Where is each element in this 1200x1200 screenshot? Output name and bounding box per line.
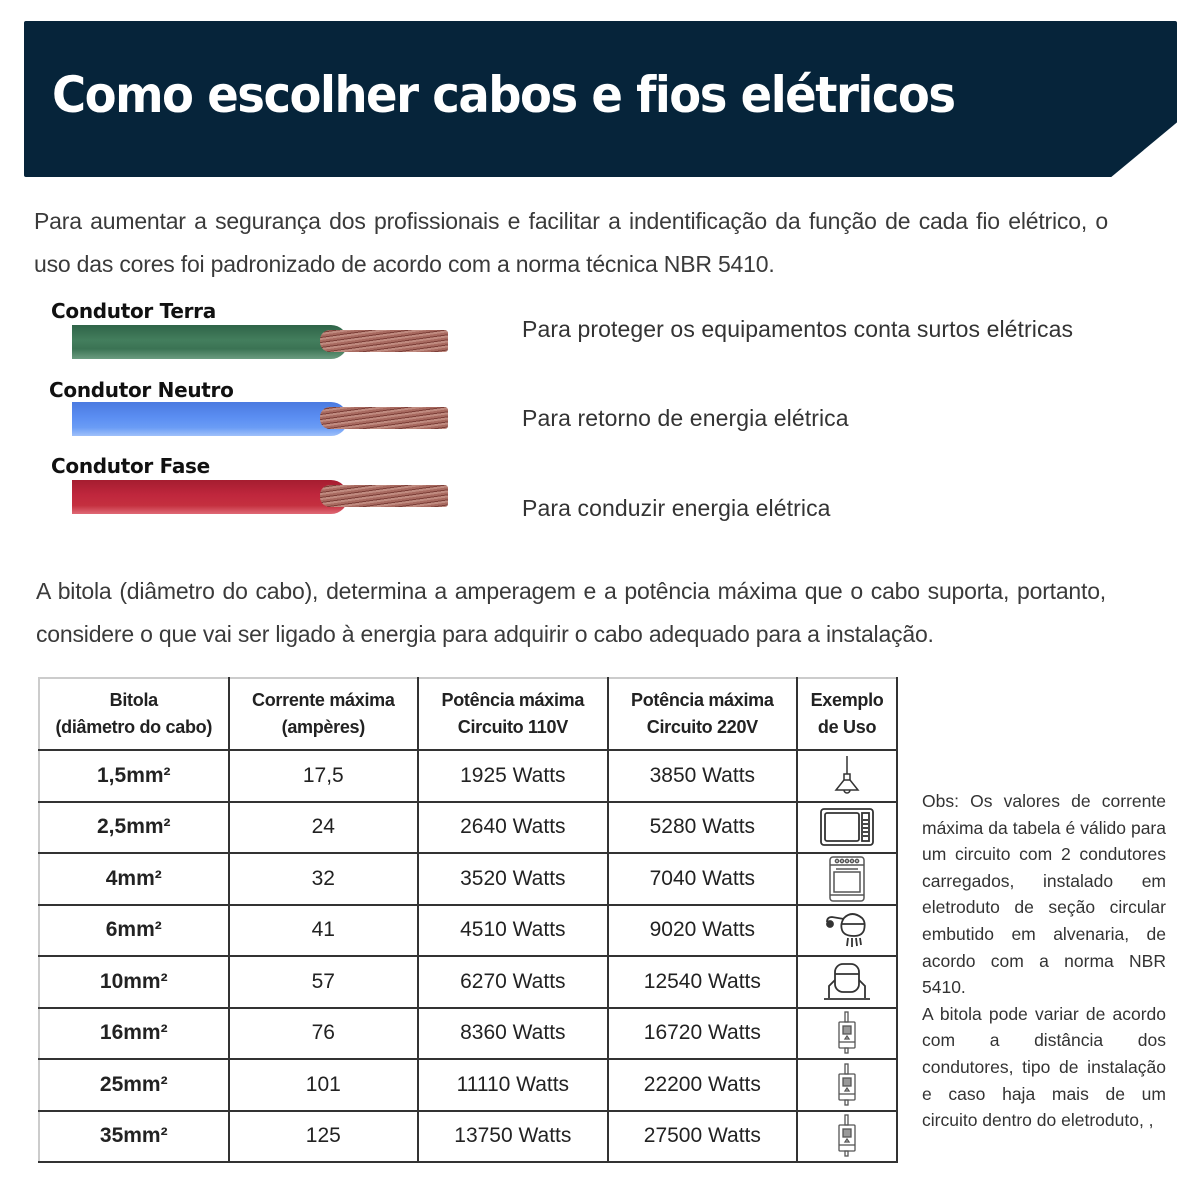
example-cell [796, 749, 898, 803]
table-row: 6mm² 41 4510 Watts 9020 Watts [38, 903, 898, 957]
example-cell [796, 1006, 898, 1060]
current-cell: 41 [227, 903, 420, 957]
header-corrente: Corrente máxima (ampères) [227, 677, 420, 751]
gauge-cell: 4mm² [38, 852, 230, 906]
conductor-fase-description: Para conduzir energia elétrica [522, 495, 831, 521]
stove-icon [829, 856, 865, 902]
power-110-cell: 6270 Watts [417, 955, 609, 1009]
example-cell [796, 1109, 898, 1163]
current-cell: 32 [227, 852, 420, 906]
header-exemplo: Exemplo de Uso [796, 677, 898, 751]
power-110-cell: 4510 Watts [417, 903, 609, 957]
pendant-lamp-icon [834, 755, 860, 794]
bitola-paragraph: A bitola (diâmetro do cabo), determina a… [36, 578, 1106, 647]
table-row: 25mm² 101 11110 Watts 22200 Watts [38, 1058, 898, 1112]
example-cell [796, 852, 898, 906]
current-cell: 76 [227, 1006, 420, 1060]
water-heater-icon [838, 1011, 856, 1054]
header-bitola: Bitola (diâmetro do cabo) [38, 677, 230, 751]
power-220-cell: 12540 Watts [606, 955, 799, 1009]
current-cell: 125 [227, 1109, 420, 1163]
gauge-cell: 35mm² [38, 1109, 230, 1163]
green-wire-image [72, 325, 452, 359]
water-heater-icon [838, 1114, 856, 1157]
gauge-cell: 6mm² [38, 903, 230, 957]
gauge-cell: 25mm² [38, 1058, 230, 1112]
cable-spec-table: Bitola (diâmetro do cabo) Corrente máxima… [38, 677, 898, 1163]
page-title: Como escolher cabos e fios elétricos [52, 66, 956, 124]
power-220-cell: 16720 Watts [606, 1006, 799, 1060]
gauge-cell: 10mm² [38, 955, 230, 1009]
electric-shower-icon [826, 913, 866, 948]
power-110-cell: 2640 Watts [417, 800, 609, 854]
header-potencia-110: Potência máxima Circuito 110V [417, 677, 609, 751]
gauge-cell: 2,5mm² [38, 800, 230, 854]
title-banner [24, 21, 1177, 177]
conductor-terra-label: Condutor Terra [51, 299, 216, 323]
example-cell [796, 955, 898, 1009]
example-cell [796, 800, 898, 854]
intro-paragraph: Para aumentar a segurança dos profission… [34, 208, 1108, 277]
conductor-fase-label: Condutor Fase [51, 454, 210, 478]
current-cell: 24 [227, 800, 420, 854]
water-heater-icon [838, 1063, 856, 1106]
observation-paragraph-1: Obs: Os valores de corrente máxima da ta… [922, 791, 1166, 998]
conductor-neutro-description: Para retorno de energia elétrica [522, 405, 849, 431]
header-potencia-220: Potência máxima Circuito 220V [606, 677, 799, 751]
table-row: 4mm² 32 3520 Watts 7040 Watts [38, 852, 898, 906]
table-row: 35mm² 125 13750 Watts 27500 Watts [38, 1109, 898, 1163]
example-cell [796, 1058, 898, 1112]
conductor-terra-description: Para proteger os equipamentos conta surt… [522, 316, 1074, 342]
current-cell: 57 [227, 955, 420, 1009]
power-220-cell: 27500 Watts [606, 1109, 799, 1163]
air-conditioner-icon [824, 962, 871, 1000]
table-row: 1,5mm² 17,5 1925 Watts 3850 Watts [38, 749, 898, 803]
power-110-cell: 11110 Watts [417, 1058, 609, 1112]
power-110-cell: 8360 Watts [417, 1006, 609, 1060]
power-110-cell: 1925 Watts [417, 749, 609, 803]
red-wire-image [72, 480, 452, 514]
conductor-neutro-label: Condutor Neutro [49, 378, 234, 402]
power-220-cell: 22200 Watts [606, 1058, 799, 1112]
gauge-cell: 1,5mm² [38, 749, 230, 803]
table-row: 16mm² 76 8360 Watts 16720 Watts [38, 1006, 898, 1060]
gauge-cell: 16mm² [38, 1006, 230, 1060]
power-220-cell: 9020 Watts [606, 903, 799, 957]
table-header-row: Bitola (diâmetro do cabo) Corrente máxima… [38, 677, 898, 751]
observation-paragraph-2: A bitola pode variar de acordo com a dis… [922, 1003, 1166, 1131]
table-row: 10mm² 57 6270 Watts 12540 Watts [38, 955, 898, 1009]
current-cell: 101 [227, 1058, 420, 1112]
power-110-cell: 13750 Watts [417, 1109, 609, 1163]
blue-wire-image [72, 402, 452, 436]
power-220-cell: 3850 Watts [606, 749, 799, 803]
current-cell: 17,5 [227, 749, 420, 803]
table-row: 2,5mm² 24 2640 Watts 5280 Watts [38, 800, 898, 854]
power-220-cell: 7040 Watts [606, 852, 799, 906]
power-220-cell: 5280 Watts [606, 800, 799, 854]
power-110-cell: 3520 Watts [417, 852, 609, 906]
example-cell [796, 903, 898, 957]
observation-note: Obs: Os valores de corrente máxima da ta… [922, 788, 1166, 1134]
microwave-icon [820, 808, 874, 847]
